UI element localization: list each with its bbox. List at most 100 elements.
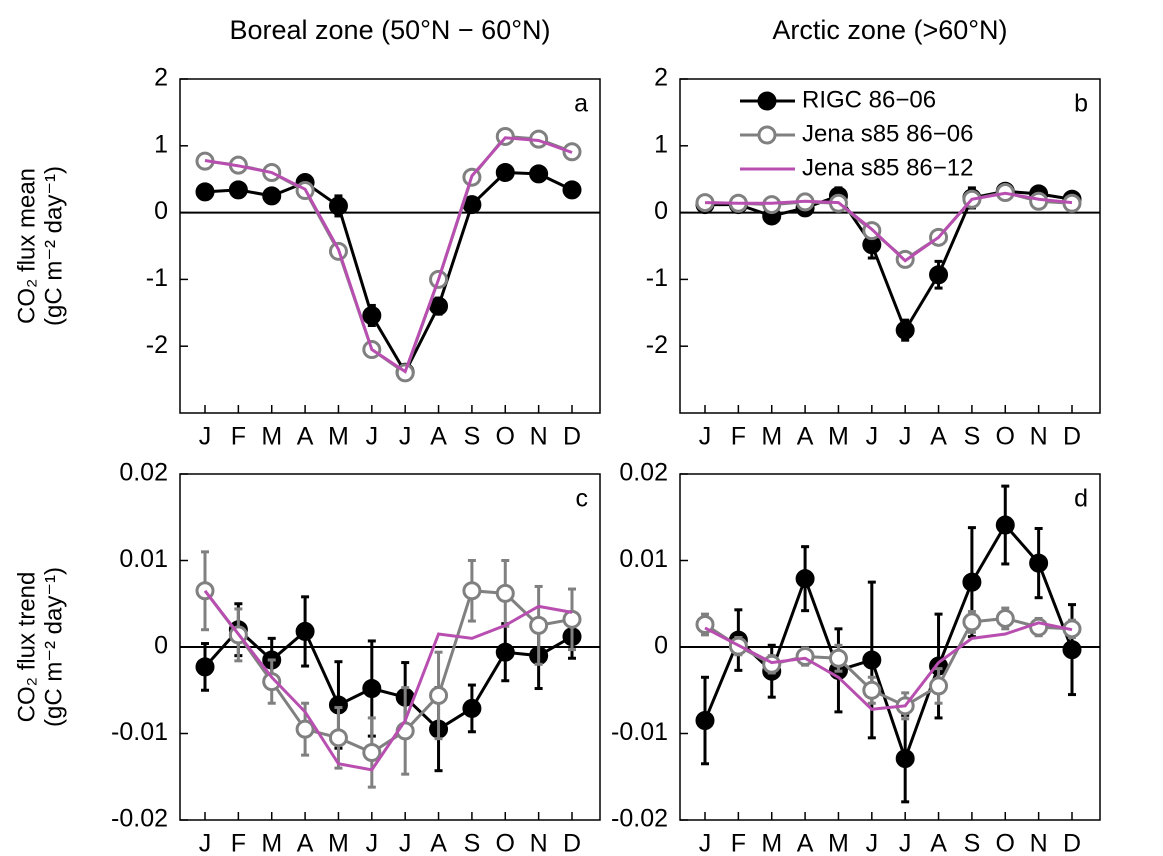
y-tick-label: -0.02 [611,805,668,833]
x-tick-label: A [430,830,447,856]
x-tick-label: A [930,830,947,856]
marker [262,186,282,206]
y-tick-label: -0.01 [111,718,168,746]
x-tick-label: A [930,423,947,451]
y-tick-label: -1 [146,264,168,292]
x-tick-label: S [964,830,981,856]
x-tick-label: A [797,830,814,856]
x-tick-label: M [328,423,349,451]
y-tick-label: 0 [654,197,668,225]
x-tick-label: A [430,423,447,451]
x-tick-label: D [563,830,581,856]
x-tick-label: J [399,423,412,451]
x-tick-label: J [899,830,912,856]
marker [295,719,315,739]
series-line [203,589,573,755]
marker [295,621,315,641]
marker [195,657,215,677]
y-tick-label: 0 [654,632,668,660]
y-tick-label: 0.02 [119,459,168,487]
y-tick-label: 0.02 [619,459,668,487]
x-tick-label: N [530,830,548,856]
y-axis-label: CO₂ flux mean [13,168,40,324]
x-tick-label: J [366,830,379,856]
y-tick-label: 1 [154,130,168,158]
series-line [204,170,573,376]
x-tick-label: J [199,423,212,451]
marker [895,749,915,769]
x-tick-label: J [699,830,712,856]
marker [529,615,549,635]
x-tick-label: M [828,423,849,451]
marker [695,711,715,731]
y-axis-label: CO₂ flux trend [13,572,40,723]
legend-label: RIGC 86−06 [802,86,936,113]
x-tick-label: A [297,423,314,451]
x-tick-label: S [464,423,481,451]
marker [1029,553,1049,573]
x-tick-label: D [1063,423,1081,451]
x-tick-label: N [530,423,548,451]
marker [962,572,982,592]
y-axis-label: (gC m⁻² day⁻¹) [40,567,67,727]
x-tick-label: N [1030,423,1048,451]
marker [1062,640,1082,660]
y-tick-label: -2 [646,331,668,359]
panel-label: c [576,485,589,513]
x-tick-label: F [231,423,246,451]
marker [495,163,515,183]
series-line [203,627,573,732]
series-line [704,621,1073,711]
y-tick-label: 0 [154,197,168,225]
x-tick-label: F [231,830,246,856]
marker [362,305,382,325]
x-tick-label: J [399,830,412,856]
marker [929,265,949,285]
x-tick-label: J [699,423,712,451]
marker [228,180,248,200]
y-tick-label: 2 [654,64,668,92]
y-tick-label: 1 [654,130,668,158]
marker [529,164,549,184]
marker [495,583,515,603]
panel-title: Arctic zone (>60°N) [772,15,1007,45]
legend-label: Jena s85 86−06 [802,120,973,147]
plot-frame [179,78,601,414]
plot-frame [679,78,1101,414]
y-tick-label: -0.01 [611,718,668,746]
x-tick-label: M [828,830,849,856]
marker [895,320,915,340]
marker [429,685,449,705]
x-tick-label: D [563,423,581,451]
y-tick-label: 0 [154,632,168,660]
x-tick-label: A [797,423,814,451]
legend-marker [757,91,777,111]
x-tick-label: M [261,830,282,856]
marker [828,648,848,668]
x-tick-label: J [866,423,879,451]
marker [562,609,582,629]
x-tick-label: O [996,423,1015,451]
marker [262,672,282,692]
x-tick-label: F [731,830,746,856]
legend-label: Jena s85 86−12 [802,154,973,181]
y-tick-label: -1 [646,264,668,292]
y-tick-label: 2 [154,64,168,92]
y-tick-label: 0.01 [119,545,168,573]
x-tick-label: M [761,423,782,451]
marker [195,182,215,202]
marker [362,679,382,699]
marker [795,569,815,589]
x-tick-label: S [464,830,481,856]
x-tick-label: D [1063,830,1081,856]
x-tick-label: N [1030,830,1048,856]
y-axis-label: (gC m⁻² day⁻¹) [40,166,67,326]
marker [929,676,949,696]
marker [862,650,882,670]
x-tick-label: J [866,830,879,856]
x-tick-label: J [366,423,379,451]
marker [462,698,482,718]
panel-label: b [1074,90,1088,118]
marker [328,196,348,216]
